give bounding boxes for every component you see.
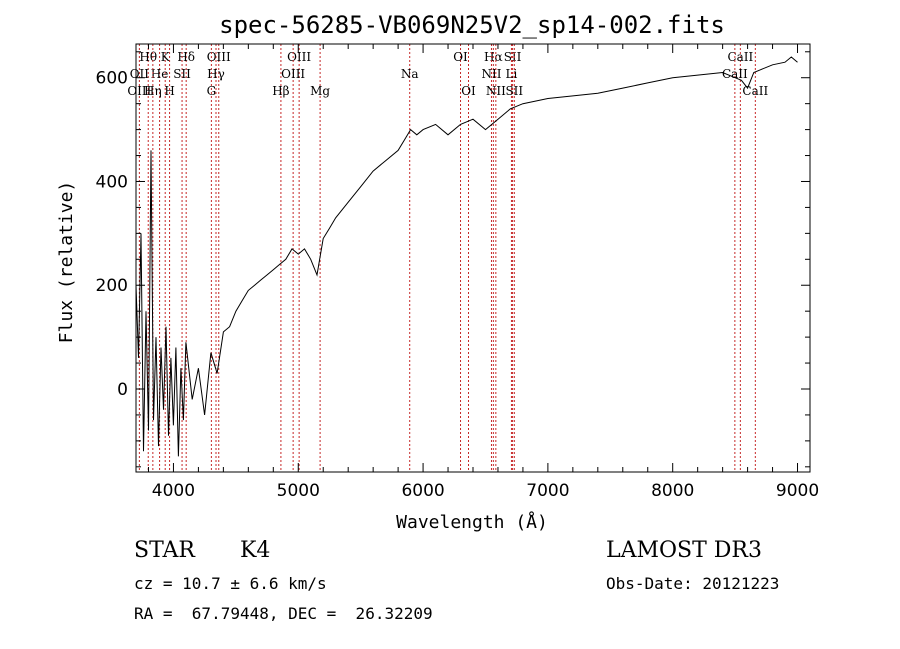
x-tick-label: 9000 bbox=[776, 481, 819, 501]
flux-series-line bbox=[135, 56, 798, 457]
spectral-line-label: NII bbox=[486, 84, 506, 98]
spectral-line-label: OI bbox=[461, 84, 476, 98]
spectral-line-label: OIII bbox=[281, 67, 305, 81]
spectral-line-label: Mg bbox=[310, 84, 330, 98]
spectral-line-label: Hδ bbox=[177, 50, 195, 64]
y-tick-label: 0 bbox=[117, 380, 128, 400]
y-tick-label: 600 bbox=[96, 69, 128, 89]
spectral-line-label: K bbox=[161, 50, 171, 64]
survey-name: LAMOST DR3 bbox=[606, 538, 762, 563]
object-subclass: K4 bbox=[240, 538, 271, 563]
spectral-line-label: CaII bbox=[742, 84, 768, 98]
obs-date: Obs-Date: 20121223 bbox=[606, 574, 780, 593]
spectral-line-label: CaII bbox=[722, 67, 748, 81]
axis-ticks: 4000 5000 6000 7000 8000 9000 0 200 400 600 bbox=[96, 44, 819, 501]
spectral-line-label: Hη bbox=[144, 84, 162, 98]
spectral-line-label: NII bbox=[481, 67, 501, 81]
spectral-line-label: OIII bbox=[127, 84, 151, 98]
spectral-line-label: Hγ bbox=[207, 67, 225, 81]
redshift-text: cz = 10.7 ± 6.6 km/s bbox=[134, 574, 327, 593]
chart-title: spec-56285-VB069N25V2_sp14-002.fits bbox=[219, 11, 725, 39]
spectral-line-label: OI bbox=[453, 50, 468, 64]
y-tick-label: 200 bbox=[96, 276, 128, 296]
x-tick-label: 4000 bbox=[152, 481, 195, 501]
spectral-line-label: OIII bbox=[207, 50, 231, 64]
spectral-line-label: SII bbox=[505, 84, 523, 98]
spectral-line-label: SII bbox=[173, 67, 191, 81]
spectral-line-label: Hβ bbox=[272, 84, 289, 98]
spectral-line-label: He bbox=[151, 67, 169, 81]
y-tick-label: 400 bbox=[96, 172, 128, 192]
spectral-line-label: OII bbox=[130, 67, 150, 81]
x-tick-label: 6000 bbox=[401, 481, 444, 501]
spectral-line-label: G bbox=[207, 84, 217, 98]
x-axis-label: Wavelength (Å) bbox=[396, 511, 548, 533]
x-tick-label: 8000 bbox=[651, 481, 694, 501]
plot-frame bbox=[135, 43, 811, 473]
x-tick-label: 5000 bbox=[277, 481, 320, 501]
spectral-line-label: Li bbox=[506, 67, 518, 81]
spectral-line-label: CaII bbox=[727, 50, 753, 64]
spectral-line-label: OIII bbox=[287, 50, 311, 64]
spectral-line-label: Hα bbox=[484, 50, 503, 64]
spectral-line-label: Na bbox=[401, 67, 419, 81]
object-class: STAR bbox=[134, 538, 195, 563]
spectral-line-label: H bbox=[164, 84, 174, 98]
x-tick-label: 7000 bbox=[526, 481, 569, 501]
y-axis-label: Flux (relative) bbox=[56, 181, 77, 344]
spectral-line-label: Hθ bbox=[139, 50, 157, 64]
coordinates-text: RA = 67.79448, DEC = 26.32209 bbox=[134, 604, 433, 623]
spectral-line-label: SII bbox=[504, 50, 522, 64]
